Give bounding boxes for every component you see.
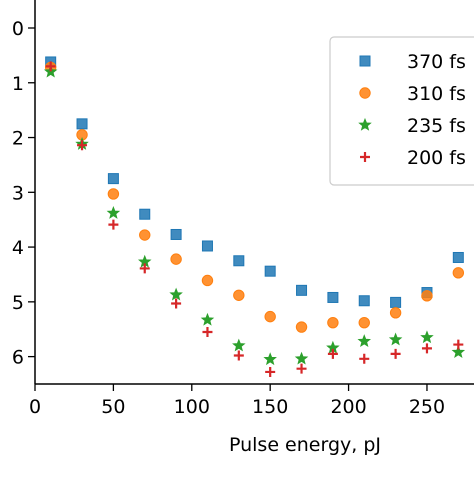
data-point xyxy=(295,321,308,333)
data-point xyxy=(45,61,56,72)
data-point xyxy=(169,287,183,301)
data-point xyxy=(77,140,88,151)
data-point xyxy=(357,334,372,348)
data-point xyxy=(233,255,245,267)
legend-label: 235 fs xyxy=(407,115,466,137)
data-point xyxy=(358,316,370,329)
data-point xyxy=(106,206,121,219)
legend-label: 370 fs xyxy=(407,51,466,73)
data-point xyxy=(294,351,309,365)
data-point xyxy=(139,208,151,220)
data-point xyxy=(390,348,401,359)
data-point xyxy=(232,338,246,352)
data-point xyxy=(327,348,338,359)
data-point xyxy=(452,251,464,263)
data-point xyxy=(264,310,276,323)
data-point xyxy=(296,363,307,374)
y-tick-label: 5 xyxy=(12,292,24,314)
data-point xyxy=(201,274,214,287)
data-point xyxy=(170,228,182,240)
legend-label: 310 fs xyxy=(407,83,466,105)
data-point xyxy=(327,291,339,303)
legend-marker xyxy=(359,55,371,67)
data-point xyxy=(420,330,434,344)
y-tick-label: 0 xyxy=(12,18,24,40)
data-point xyxy=(202,326,213,337)
x-tick-label: 50 xyxy=(101,396,125,418)
data-point xyxy=(421,290,433,302)
legend-box xyxy=(329,36,474,186)
data-point xyxy=(170,253,182,265)
data-point xyxy=(76,118,88,130)
legend-marker xyxy=(360,152,370,162)
legend-marker xyxy=(358,117,372,131)
x-tick-label: 250 xyxy=(409,396,445,418)
data-point xyxy=(263,352,277,366)
y-tick-label: 4 xyxy=(12,237,24,259)
data-point xyxy=(171,298,182,309)
data-point xyxy=(452,267,465,279)
data-point xyxy=(296,284,308,296)
series-1 xyxy=(45,56,464,308)
data-point xyxy=(388,332,403,346)
data-point xyxy=(201,240,213,252)
data-point xyxy=(233,289,245,301)
data-point xyxy=(107,188,120,200)
data-point xyxy=(139,263,150,274)
series-4 xyxy=(45,61,464,377)
data-point xyxy=(453,339,464,350)
legend-marker xyxy=(359,87,371,99)
data-point xyxy=(264,265,276,277)
data-point xyxy=(359,353,370,364)
data-point xyxy=(358,295,370,307)
data-point xyxy=(108,219,119,230)
data-point xyxy=(265,366,276,377)
data-point xyxy=(233,350,244,361)
y-tick-label: 2 xyxy=(12,128,24,150)
x-tick-label: 100 xyxy=(174,396,210,418)
data-point xyxy=(389,307,402,319)
data-point xyxy=(139,229,151,241)
y-tick-label: 3 xyxy=(12,182,24,204)
x-tick-label: 0 xyxy=(29,396,41,418)
data-point xyxy=(200,312,215,326)
data-point xyxy=(107,173,119,185)
y-tick-label: 1 xyxy=(12,73,24,95)
x-tick-label: 150 xyxy=(252,396,288,418)
legend-label: 200 fs xyxy=(407,147,466,169)
x-axis-label: Pulse energy, pJ xyxy=(229,434,381,456)
data-point xyxy=(390,296,402,308)
y-tick-label: 6 xyxy=(12,347,24,369)
data-points xyxy=(43,56,466,377)
series-2 xyxy=(44,61,465,333)
data-point xyxy=(451,345,466,358)
data-point xyxy=(327,316,339,329)
data-point xyxy=(421,343,432,354)
x-tick-label: 200 xyxy=(330,396,366,418)
legend: 370 fs 310 fs 235 fs 200 fs xyxy=(329,36,474,186)
